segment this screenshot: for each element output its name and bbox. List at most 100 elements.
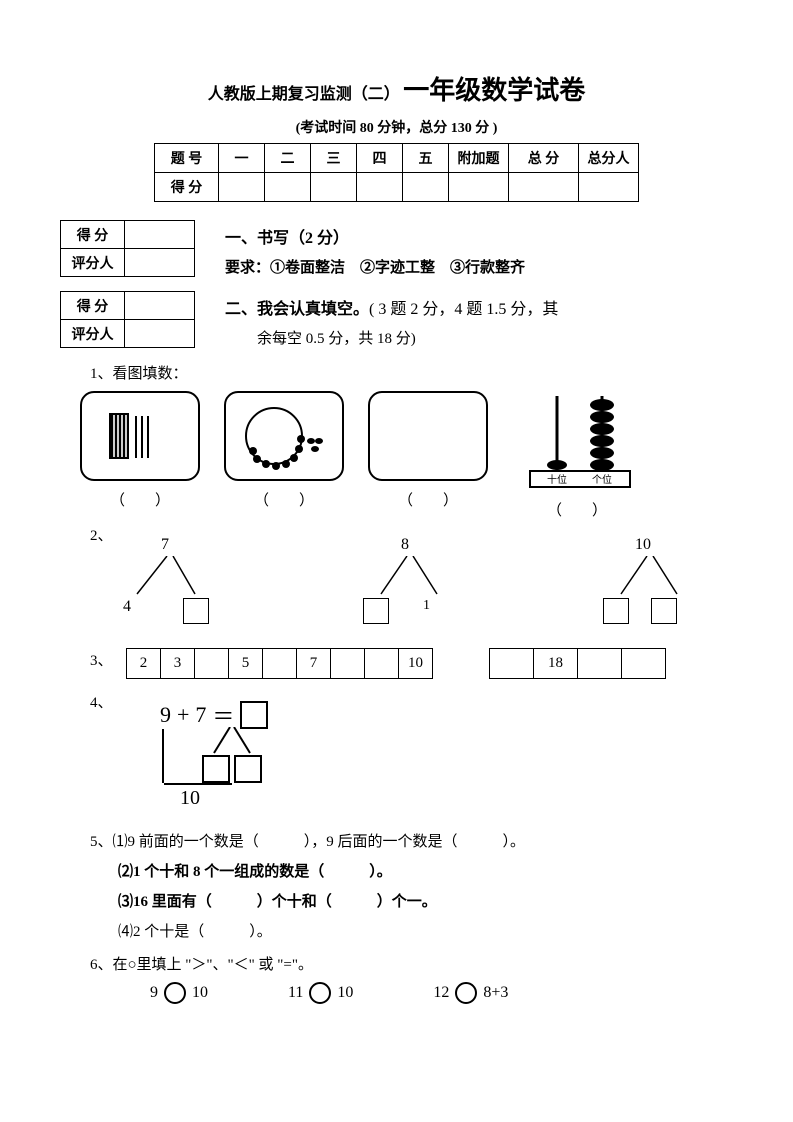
answer-box[interactable] (234, 755, 262, 783)
score-cell[interactable] (265, 173, 311, 202)
seq-cell[interactable] (365, 649, 399, 679)
seq-cell[interactable] (195, 649, 229, 679)
answer-box[interactable] (183, 598, 209, 624)
title-main: 一年级数学试卷 (403, 76, 585, 105)
score-cell[interactable] (509, 173, 579, 202)
answer-box[interactable] (240, 701, 268, 729)
q1-answer[interactable]: （ ） (368, 489, 488, 510)
page-title: 人教版上期复习监测（二） 一年级数学试卷 (60, 70, 733, 107)
small-score-val[interactable] (125, 249, 195, 277)
q4-label: 4、 (90, 691, 120, 819)
number-branch: 7 4 (113, 536, 253, 626)
q2-label: 2、 (90, 524, 113, 545)
q1-pic-sticks (80, 391, 200, 481)
sequence-table-2: 18 (489, 648, 666, 679)
section-1-desc: 要求：①卷面整洁 ②字迹工整 ③行款整齐 (225, 256, 733, 277)
answer-box[interactable] (363, 598, 389, 624)
section-2-point2: 余每空 0.5 分，共 18 分) (257, 327, 733, 348)
q1-label: 1、看图填数： (90, 362, 733, 383)
q5-line3: ⑶16 里面有（ ）个十和（ ）个一。 (118, 894, 437, 910)
seq-cell[interactable] (331, 649, 365, 679)
q6-item: 11 10 (288, 982, 353, 1004)
seq-cell: 7 (297, 649, 331, 679)
q4-b: 7 (195, 702, 206, 728)
abacus-label: 十位 (547, 473, 567, 486)
q1-pic-abacus: 十位 个位 (512, 391, 642, 491)
q6-left: 9 (150, 984, 158, 1002)
q6-left: 11 (288, 984, 303, 1002)
header-cell: 题 号 (155, 144, 219, 173)
seq-cell: 3 (161, 649, 195, 679)
q1-answer[interactable]: （ ） (512, 499, 642, 520)
seq-cell: 5 (229, 649, 263, 679)
header-cell: 四 (357, 144, 403, 173)
answer-box[interactable] (202, 755, 230, 783)
header-cell: 二 (265, 144, 311, 173)
q6-right: 10 (192, 984, 208, 1002)
score-cell[interactable] (449, 173, 509, 202)
seq-cell: 10 (399, 649, 433, 679)
score-cell[interactable] (357, 173, 403, 202)
q3-label: 3、 (90, 649, 120, 670)
q6-left: 12 (433, 984, 449, 1002)
score-table: 题 号 一 二 三 四 五 附加题 总 分 总分人 得 分 (154, 143, 639, 202)
branch-top: 7 (161, 536, 169, 554)
number-branch: 8 1 (353, 536, 493, 626)
q5-line1: ⑴9 前面的一个数是（ ），9 后面的一个数是（ ）。 (113, 834, 526, 850)
answer-box[interactable] (603, 598, 629, 624)
q1-answer[interactable]: （ ） (224, 489, 344, 510)
q5-line4: ⑷2 个十是（ ）。 (118, 924, 272, 940)
seq-cell[interactable] (490, 649, 534, 679)
small-score-label: 得 分 (61, 292, 125, 320)
seq-cell[interactable] (263, 649, 297, 679)
header-cell: 总分人 (579, 144, 639, 173)
seq-cell[interactable] (622, 649, 666, 679)
section-1-row: 得 分 评分人 一、书写（2 分） 要求：①卷面整洁 ②字迹工整 ③行款整齐 (60, 220, 733, 277)
number-branch: 10 (593, 536, 733, 626)
section-1-heading: 一、书写（2 分） (225, 224, 733, 248)
small-score-label: 评分人 (61, 320, 125, 348)
seq-cell[interactable] (578, 649, 622, 679)
subtitle: (考试时间 80 分钟，总分 130 分 ) (60, 117, 733, 137)
q1-pic-beads (224, 391, 344, 481)
score-cell[interactable] (403, 173, 449, 202)
abacus-label: 个位 (592, 473, 612, 486)
answer-box[interactable] (651, 598, 677, 624)
header-cell: 五 (403, 144, 449, 173)
section-2-heading: 二、我会认真填空。( 3 题 2 分，4 题 1.5 分，其 (225, 295, 733, 319)
sticks-icon (100, 406, 180, 466)
q1-answer[interactable]: （ ） (80, 489, 200, 510)
score-cell[interactable] (219, 173, 265, 202)
compare-circle[interactable] (164, 982, 186, 1004)
seq-cell: 18 (534, 649, 578, 679)
small-score-label: 得 分 (61, 221, 125, 249)
score-cell[interactable] (311, 173, 357, 202)
table-row: 得 分 (155, 173, 639, 202)
q1-pic-row: （ ） （ ） （ ） (80, 391, 733, 520)
q6-item: 12 8+3 (433, 982, 508, 1004)
row-label: 得 分 (155, 173, 219, 202)
abacus-icon: 十位 个位 (512, 391, 642, 491)
q4-horizontal-line (164, 783, 232, 785)
small-score-val[interactable] (125, 221, 195, 249)
branch-top: 10 (635, 536, 651, 554)
q6-right: 10 (337, 984, 353, 1002)
header-cell: 一 (219, 144, 265, 173)
small-score-box: 得 分 评分人 (60, 291, 195, 348)
branch-top: 8 (401, 536, 409, 554)
small-score-val[interactable] (125, 292, 195, 320)
table-row: 题 号 一 二 三 四 五 附加题 总 分 总分人 (155, 144, 639, 173)
header-cell: 总 分 (509, 144, 579, 173)
branch-left: 4 (123, 598, 131, 616)
header-cell: 附加题 (449, 144, 509, 173)
small-score-val[interactable] (125, 320, 195, 348)
compare-circle[interactable] (455, 982, 477, 1004)
section-2-row: 得 分 评分人 二、我会认真填空。( 3 题 2 分，4 题 1.5 分，其 余… (60, 291, 733, 348)
seq-cell: 2 (127, 649, 161, 679)
sequence-table-1: 2 3 5 7 10 (126, 648, 433, 679)
q6-label: 6、在○里填上 "＞"、"＜" 或 "="。 (90, 953, 733, 974)
compare-circle[interactable] (309, 982, 331, 1004)
score-cell[interactable] (579, 173, 639, 202)
small-score-box: 得 分 评分人 (60, 220, 195, 277)
q1-pic-empty (368, 391, 488, 481)
